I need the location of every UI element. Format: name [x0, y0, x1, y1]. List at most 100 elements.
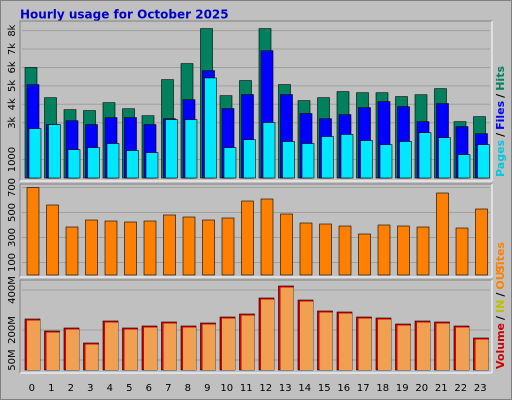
y-tick-label: 100	[7, 253, 18, 272]
bar-highlight	[66, 329, 79, 370]
bar-highlight	[417, 322, 430, 370]
legend-separator: /	[494, 132, 507, 137]
bar-highlight	[144, 327, 157, 370]
bar-highlight	[339, 313, 352, 370]
bar	[223, 147, 237, 179]
x-tick-label: 23	[474, 383, 487, 394]
bar	[145, 152, 159, 179]
y-tick-label: 300	[7, 228, 18, 247]
bar	[260, 198, 274, 276]
bar	[455, 227, 469, 276]
bar-highlight	[202, 324, 216, 370]
legend-label: Sites	[494, 242, 507, 273]
bar	[28, 128, 42, 179]
x-tick-label: 17	[357, 383, 370, 394]
bar	[87, 147, 100, 179]
legend-separator: /	[494, 93, 507, 98]
x-tick-label: 9	[204, 383, 210, 394]
y-tick-label: 200M	[7, 316, 18, 344]
bar	[184, 119, 198, 179]
bar-highlight	[280, 287, 294, 370]
bar-highlight	[241, 315, 255, 370]
bar	[418, 132, 432, 179]
bar	[124, 221, 137, 276]
bar-highlight	[378, 319, 391, 370]
bar	[85, 219, 98, 276]
y-tick-label: 3k	[7, 116, 18, 128]
bar	[358, 233, 371, 276]
bar	[457, 154, 471, 179]
bar-highlight	[397, 325, 411, 370]
bar	[46, 204, 59, 276]
bar	[243, 139, 256, 179]
bar-highlight	[183, 327, 196, 370]
legend-label: IN	[494, 300, 507, 313]
bar-highlight	[124, 329, 138, 370]
chart-title: Hourly usage for October 2025	[20, 8, 229, 22]
legend-label: OUT	[494, 263, 507, 289]
bar	[416, 226, 430, 276]
bar	[106, 143, 120, 179]
y-tick-label: 5k	[7, 80, 18, 92]
bar	[280, 213, 293, 276]
x-tick-label: 7	[165, 383, 171, 394]
bar	[377, 224, 391, 276]
bar	[104, 220, 118, 276]
bar	[397, 225, 410, 276]
bar	[338, 225, 352, 276]
bar	[477, 144, 490, 179]
x-tick-label: 5	[126, 383, 132, 394]
bar	[321, 136, 334, 179]
bar	[301, 143, 315, 179]
bar-highlight	[46, 332, 60, 370]
bar	[202, 219, 215, 276]
bar	[204, 77, 217, 179]
legend-label: Hits	[494, 66, 507, 91]
bar	[262, 122, 276, 179]
x-tick-label: 21	[435, 383, 448, 394]
bar	[319, 223, 332, 276]
y-tick-label: 7k	[7, 43, 18, 55]
y-tick-label: 500	[7, 203, 18, 222]
bar-highlight	[222, 318, 235, 370]
bar	[379, 144, 393, 179]
x-tick-label: 18	[376, 383, 389, 394]
x-tick-label: 6	[146, 383, 152, 394]
x-tick-label: 2	[68, 383, 74, 394]
bar	[399, 141, 412, 179]
bar-highlight	[163, 323, 177, 370]
legend-separator: /	[494, 292, 507, 297]
x-tick-label: 0	[29, 383, 35, 394]
legend-label: Pages	[494, 139, 507, 177]
x-tick-label: 1	[48, 383, 54, 394]
bar-highlight	[261, 299, 274, 370]
x-tick-label: 16	[337, 383, 350, 394]
x-tick-label: 13	[279, 383, 292, 394]
y-tick-label: 50M	[7, 349, 18, 370]
bar-highlight	[300, 301, 313, 370]
bar	[241, 200, 254, 276]
legend-label: Volume	[494, 323, 507, 369]
y-tick-label: 4k	[7, 98, 18, 110]
x-tick-label: 10	[220, 383, 233, 394]
bar	[48, 124, 61, 179]
bar	[438, 137, 451, 179]
bar	[126, 150, 139, 179]
panel	[19, 183, 493, 278]
bar	[475, 208, 488, 276]
bar-highlight	[456, 327, 469, 370]
bar-highlight	[436, 323, 450, 370]
bar	[165, 119, 178, 179]
bar-highlight	[475, 339, 489, 370]
bar	[282, 141, 295, 179]
bar	[436, 192, 449, 276]
bar-highlight	[27, 320, 40, 370]
bar	[299, 222, 313, 276]
bar	[340, 134, 354, 179]
bar-highlight	[358, 318, 372, 370]
legend-label: Files	[494, 100, 507, 130]
y-tick-label: 700	[7, 178, 18, 197]
bar	[143, 220, 157, 276]
bar-highlight	[85, 344, 99, 370]
